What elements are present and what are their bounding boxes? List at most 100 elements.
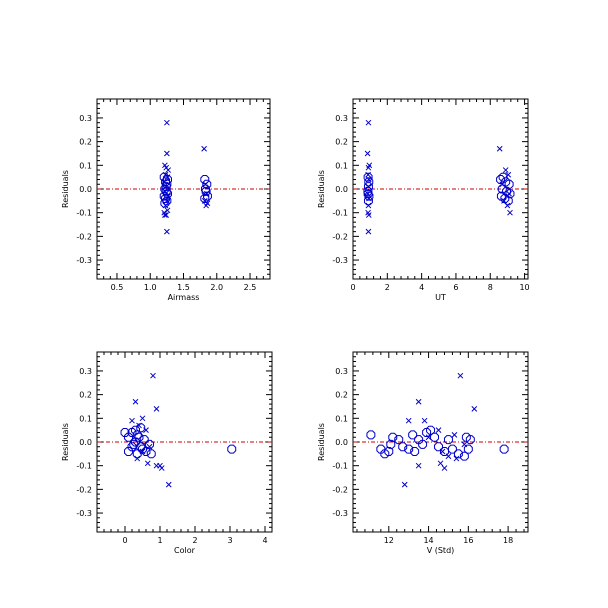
- data-point-x: [453, 455, 460, 462]
- x-tick-label: 16: [463, 536, 473, 545]
- data-point-circle: [124, 447, 133, 456]
- data-point-circle: [443, 435, 453, 445]
- data-point-circle: [404, 444, 414, 454]
- x-tick-label: 4: [419, 283, 424, 292]
- y-tick-label: -0.3: [332, 509, 348, 518]
- data-point-x: [157, 462, 163, 469]
- data-point-x: [401, 481, 408, 488]
- data-point-x: [415, 398, 422, 405]
- x-tick-label: 8: [488, 283, 493, 292]
- data-point-x: [457, 372, 464, 379]
- data-point-x: [421, 417, 428, 424]
- data-point-x: [162, 212, 168, 218]
- x-tick-label: 3: [227, 536, 232, 545]
- data-point-circle: [426, 425, 436, 435]
- y-tick-label: 0.1: [79, 414, 92, 423]
- data-point-circle: [363, 189, 373, 199]
- x-tick-label: 6: [453, 283, 458, 292]
- data-point-x: [144, 460, 151, 467]
- data-point-circle: [163, 175, 172, 184]
- x-axis-label: Airmass: [168, 293, 200, 302]
- data-point-circle: [136, 423, 146, 433]
- data-point-x: [437, 460, 444, 467]
- data-point-circle: [453, 449, 463, 459]
- data-point-circle: [124, 432, 133, 442]
- data-point-x: [129, 417, 135, 424]
- x-tick-label: 18: [503, 536, 513, 545]
- x-tick-label: 0.5: [111, 283, 124, 292]
- data-point-circle: [422, 428, 432, 437]
- y-tick-label: 0.2: [79, 138, 92, 147]
- data-point-circle: [440, 447, 449, 456]
- data-point-circle: [363, 172, 373, 182]
- data-point-x: [165, 481, 172, 488]
- y-tick-label: -0.1: [332, 462, 348, 471]
- y-tick-label: 0.0: [79, 185, 92, 194]
- y-tick-label: -0.3: [332, 256, 348, 265]
- data-point-x: [165, 167, 172, 173]
- x-axis-label: Color: [174, 546, 196, 555]
- x-tick-label: 12: [384, 536, 394, 545]
- y-tick-label: 0.2: [335, 138, 348, 147]
- data-point-circle: [463, 444, 473, 454]
- y-tick-label: -0.3: [76, 256, 92, 265]
- plots-group: -0.3 -0.2 -0.1 0.0 0.1 0.2 0.3 0.5 1.0 1.5 2.0 2.5 A…: [61, 98, 530, 555]
- data-point-x: [507, 209, 513, 216]
- data-point-circle: [398, 442, 408, 452]
- data-point-circle: [496, 191, 506, 201]
- y-tick-label: 0.3: [335, 114, 348, 123]
- y-tick-label: -0.1: [76, 209, 92, 218]
- x-tick-label: 2.0: [210, 283, 223, 292]
- data-point-circle: [376, 444, 386, 454]
- y-tick-label: -0.2: [332, 485, 348, 494]
- y-tick-label: -0.3: [76, 509, 92, 518]
- data-point-circle: [161, 182, 171, 192]
- y-tick-label: -0.2: [76, 232, 92, 241]
- x-axis-label: UT: [435, 293, 446, 302]
- data-point-circle: [161, 177, 171, 187]
- data-point-circle: [434, 442, 443, 452]
- x-tick-label: 1.5: [177, 283, 190, 292]
- data-point-circle: [496, 175, 506, 184]
- y-tick-label: -0.2: [332, 232, 348, 241]
- data-point-circle: [408, 430, 418, 440]
- data-point-circle: [386, 439, 396, 449]
- y-tick-label: 0.2: [79, 391, 92, 400]
- data-point-circle: [418, 439, 428, 449]
- data-point-circle: [139, 435, 149, 445]
- data-point-x: [435, 427, 442, 434]
- y-tick-label: -0.1: [76, 462, 92, 471]
- data-point-circle: [459, 451, 469, 461]
- data-point-circle: [127, 428, 137, 437]
- plot-panel-1: -0.3 -0.2 -0.1 0.0 0.1 0.2 0.3 0.5 1.0 1.5 2.0 2.5 A…: [61, 98, 271, 302]
- data-point-x: [164, 228, 170, 235]
- data-point-x: [415, 462, 422, 469]
- data-point-circle: [162, 179, 172, 189]
- data-point-circle: [414, 435, 424, 445]
- data-point-x: [365, 164, 372, 171]
- data-point-x: [502, 167, 509, 173]
- data-point-x: [150, 372, 156, 379]
- y-axis-label: Residuals: [317, 423, 326, 461]
- data-point-x: [201, 145, 207, 152]
- y-tick-label: 0.0: [335, 185, 348, 194]
- y-axis-label: Residuals: [61, 170, 70, 208]
- data-point-circle: [465, 435, 475, 445]
- data-point-circle: [410, 447, 420, 456]
- data-point-circle: [200, 175, 210, 184]
- data-point-circle: [503, 196, 513, 206]
- data-point-circle: [447, 444, 457, 454]
- data-point-circle: [136, 442, 146, 452]
- x-tick-label: 10: [519, 283, 529, 292]
- y-tick-label: 0.1: [79, 161, 92, 170]
- data-point-circle: [430, 432, 440, 442]
- data-point-circle: [363, 186, 373, 196]
- x-tick-label: 2.5: [244, 283, 257, 292]
- x-tick-label: 2: [385, 283, 390, 292]
- x-tick-label: 2: [192, 536, 197, 545]
- data-point-x: [364, 150, 371, 157]
- y-tick-label: -0.2: [76, 485, 92, 494]
- data-point-x: [365, 212, 372, 218]
- data-point-circle: [141, 447, 151, 456]
- y-tick-label: -0.1: [332, 209, 348, 218]
